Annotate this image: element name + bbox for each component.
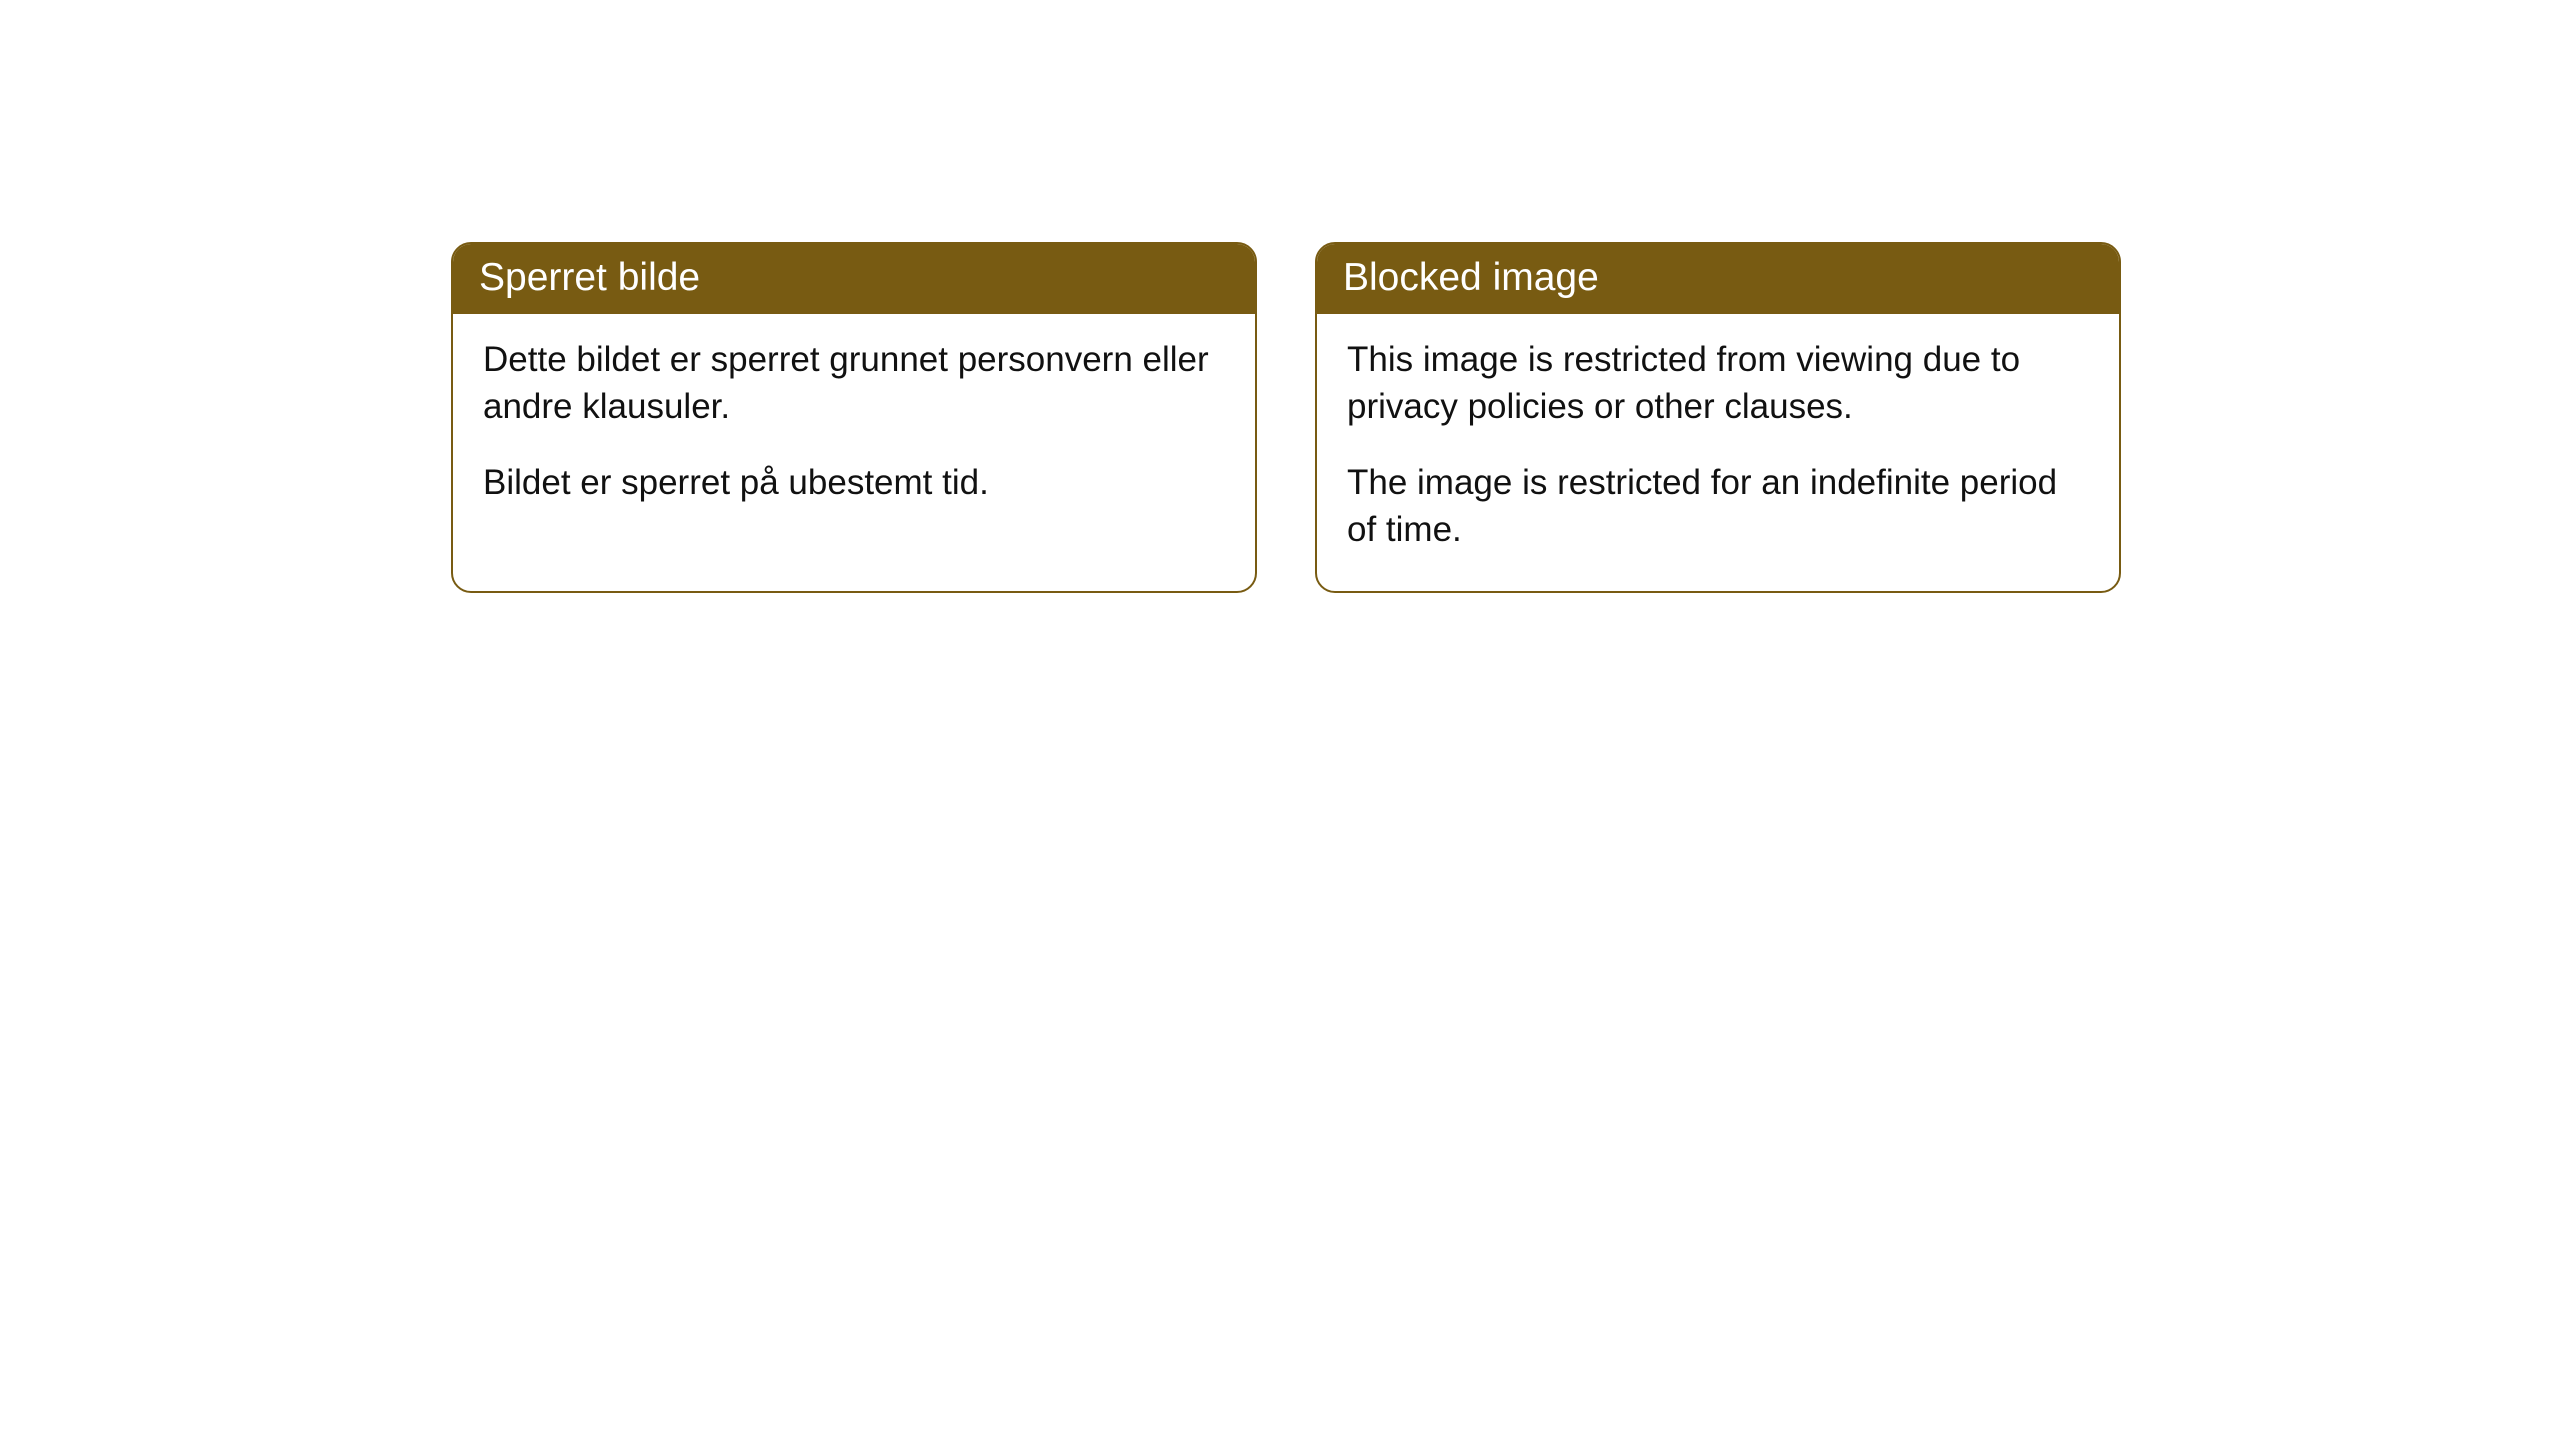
card-paragraph: Dette bildet er sperret grunnet personve…	[483, 336, 1225, 431]
card-header: Sperret bilde	[453, 244, 1255, 314]
notice-cards-container: Sperret bilde Dette bildet er sperret gr…	[451, 242, 2121, 593]
notice-card-english: Blocked image This image is restricted f…	[1315, 242, 2121, 593]
card-paragraph: Bildet er sperret på ubestemt tid.	[483, 459, 1225, 506]
card-body: This image is restricted from viewing du…	[1317, 314, 2119, 591]
card-paragraph: This image is restricted from viewing du…	[1347, 336, 2089, 431]
card-title: Blocked image	[1343, 256, 1599, 299]
card-title: Sperret bilde	[479, 256, 700, 299]
card-header: Blocked image	[1317, 244, 2119, 314]
card-body: Dette bildet er sperret grunnet personve…	[453, 314, 1255, 544]
notice-card-norwegian: Sperret bilde Dette bildet er sperret gr…	[451, 242, 1257, 593]
card-paragraph: The image is restricted for an indefinit…	[1347, 459, 2089, 554]
